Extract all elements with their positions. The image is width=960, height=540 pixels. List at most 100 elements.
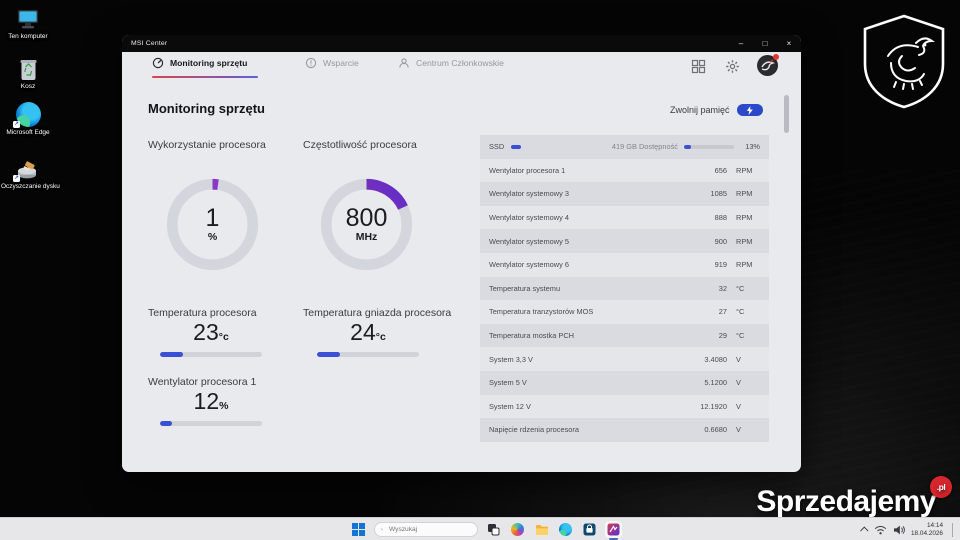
ssd-availability: 419 GB Dostępność — [611, 142, 678, 152]
cpu-fan-value-block: 12% — [160, 390, 262, 414]
sensor-row[interactable]: System 5 V 5.1200 V — [480, 370, 769, 395]
recycle-bin-icon — [1, 55, 55, 81]
edge-icon: ↗ — [1, 101, 55, 128]
socket-temp-unit: °c — [375, 331, 386, 343]
sensor-row[interactable]: Wentylator systemowy 6 919 RPM — [480, 252, 769, 277]
sensor-row[interactable]: Temperatura systemu 32 °C — [480, 276, 769, 301]
notification-dot — [773, 54, 779, 60]
sensor-unit: °C — [736, 283, 745, 293]
ssd-row[interactable]: SSD 419 GB Dostępność 13% — [480, 135, 769, 159]
cpu-usage-value: 1 — [205, 204, 220, 233]
copilot-button[interactable] — [509, 521, 526, 538]
sensor-row[interactable]: System 3,3 V 3.4080 V — [480, 347, 769, 371]
desktop-icon-recycle-bin[interactable]: Kosz — [1, 55, 55, 90]
task-view-button[interactable] — [485, 521, 502, 538]
sensor-value: 27 — [718, 307, 727, 317]
apps-grid-icon[interactable] — [691, 59, 706, 74]
sensor-row[interactable]: Wentylator procesora 1 656 RPM — [480, 158, 769, 183]
sensor-row[interactable]: Wentylator systemowy 3 1085 RPM — [480, 182, 769, 206]
desktop-icon-this-pc[interactable]: Ten komputer — [1, 5, 55, 40]
free-memory-button[interactable] — [736, 104, 763, 116]
minimize-button[interactable]: – — [738, 39, 744, 48]
edge-button[interactable] — [557, 521, 574, 538]
sensor-name: Wentylator procesora 1 — [489, 165, 566, 175]
avatar-dragon-icon — [761, 59, 776, 71]
sensor-value: 1085 — [710, 189, 727, 199]
msi-center-window: MSI Center – □ × Monitoring sprzętu Wspa… — [122, 35, 801, 472]
sensor-value: 29 — [718, 331, 727, 341]
sensor-row[interactable]: Wentylator systemowy 5 900 RPM — [480, 229, 769, 253]
wifi-icon[interactable] — [874, 525, 887, 535]
sensor-value: 900 — [714, 236, 727, 246]
sensor-name: Wentylator systemowy 4 — [489, 213, 569, 223]
desktop-icon-label: Kosz — [20, 83, 36, 90]
sensor-row[interactable]: Wentylator systemowy 4 888 RPM — [480, 205, 769, 230]
tray-expand-chevron-icon[interactable] — [860, 525, 869, 535]
cpu-frequency-value: 800 — [345, 204, 388, 233]
store-button[interactable] — [581, 521, 598, 538]
show-desktop-button[interactable] — [952, 522, 955, 537]
page-title: Monitoring sprzętu — [148, 101, 265, 116]
sensor-name: Wentylator systemowy 6 — [489, 260, 569, 270]
shortcut-arrow-icon: ↗ — [13, 175, 20, 182]
free-memory-label: Zwolnij pamięć — [670, 105, 730, 115]
cpu-temp-bar — [160, 352, 262, 357]
file-explorer-button[interactable] — [533, 521, 550, 538]
socket-temp-bar-fill — [317, 352, 341, 357]
tab-label: Centrum Członkowskie — [416, 58, 504, 68]
desktop-icon-disk-cleanup[interactable]: ↗ Oczyszczanie dysku — [1, 155, 60, 190]
ssd-usage-bar — [684, 144, 734, 149]
sensor-row[interactable]: Napięcie rdzenia procesora 0.6680 V — [480, 418, 769, 442]
start-button[interactable] — [350, 521, 367, 538]
sensor-name: Napięcie rdzenia procesora — [489, 425, 579, 435]
app-scrollbar-thumb[interactable] — [784, 95, 789, 133]
gauge-label-cpu-frequency: Częstotliwość procesora — [303, 139, 417, 151]
windows-logo-icon — [352, 523, 365, 536]
cpu-fan-bar-fill — [160, 421, 173, 426]
gauge-icon — [152, 57, 164, 69]
search-input[interactable] — [387, 525, 471, 534]
tab-support[interactable]: Wsparcie — [305, 57, 359, 69]
taskbar-search[interactable] — [374, 522, 478, 537]
tab-hardware-monitoring[interactable]: Monitoring sprzętu — [152, 57, 247, 69]
settings-gear-icon[interactable] — [725, 59, 740, 74]
sensor-row[interactable]: Temperatura tranzystorów MOS 27 °C — [480, 300, 769, 324]
sensor-unit: RPM — [736, 236, 753, 246]
meter-label-socket-temp: Temperatura gniazda procesora — [303, 307, 452, 319]
sensor-unit: RPM — [736, 260, 753, 270]
sensor-row[interactable]: Temperatura mostka PCH 29 °C — [480, 323, 769, 348]
volume-icon[interactable] — [893, 525, 905, 535]
sensor-value: 919 — [714, 260, 727, 270]
ssd-percent: 13% — [745, 142, 760, 152]
cpu-temp-value-block: 23°c — [160, 321, 262, 345]
close-button[interactable]: × — [786, 39, 792, 48]
disk-cleanup-icon: ↗ — [1, 155, 55, 182]
sensor-value: 0.6680 — [704, 425, 727, 435]
ssd-label: SSD — [489, 142, 505, 152]
ssd-chip-icon — [511, 144, 522, 149]
sensor-row[interactable]: System 12 V 12.1920 V — [480, 394, 769, 419]
tab-member-center[interactable]: Centrum Członkowskie — [398, 57, 504, 69]
sensor-value: 3.4080 — [704, 354, 727, 364]
cpu-temp-bar-fill — [160, 352, 184, 357]
window-titlebar[interactable]: MSI Center – □ × — [122, 35, 801, 52]
folder-icon — [535, 524, 548, 535]
free-memory-control: Zwolnij pamięć — [670, 104, 763, 116]
desktop-icon-edge[interactable]: ↗ Microsoft Edge — [1, 101, 55, 136]
desktop-icon-label: Microsoft Edge — [6, 129, 50, 136]
msi-center-taskbar-button[interactable] — [605, 521, 622, 540]
sensor-name: System 5 V — [489, 378, 527, 388]
clock-date: 18.04.2026 — [911, 529, 943, 537]
sensor-unit: °C — [736, 307, 745, 317]
taskbar-clock[interactable]: 14:14 18.04.2026 — [911, 522, 943, 537]
taskbar: 14:14 18.04.2026 — [0, 517, 960, 540]
user-avatar[interactable] — [757, 54, 779, 76]
maximize-button[interactable]: □ — [762, 39, 768, 48]
this-pc-icon — [1, 5, 55, 31]
sensor-unit: V — [736, 401, 741, 411]
socket-temp-value: 24 — [350, 319, 376, 345]
copilot-icon — [511, 523, 524, 536]
sensor-name: Temperatura mostka PCH — [489, 331, 575, 341]
sensor-unit: V — [736, 378, 741, 388]
cpu-fan-unit: % — [219, 400, 229, 412]
